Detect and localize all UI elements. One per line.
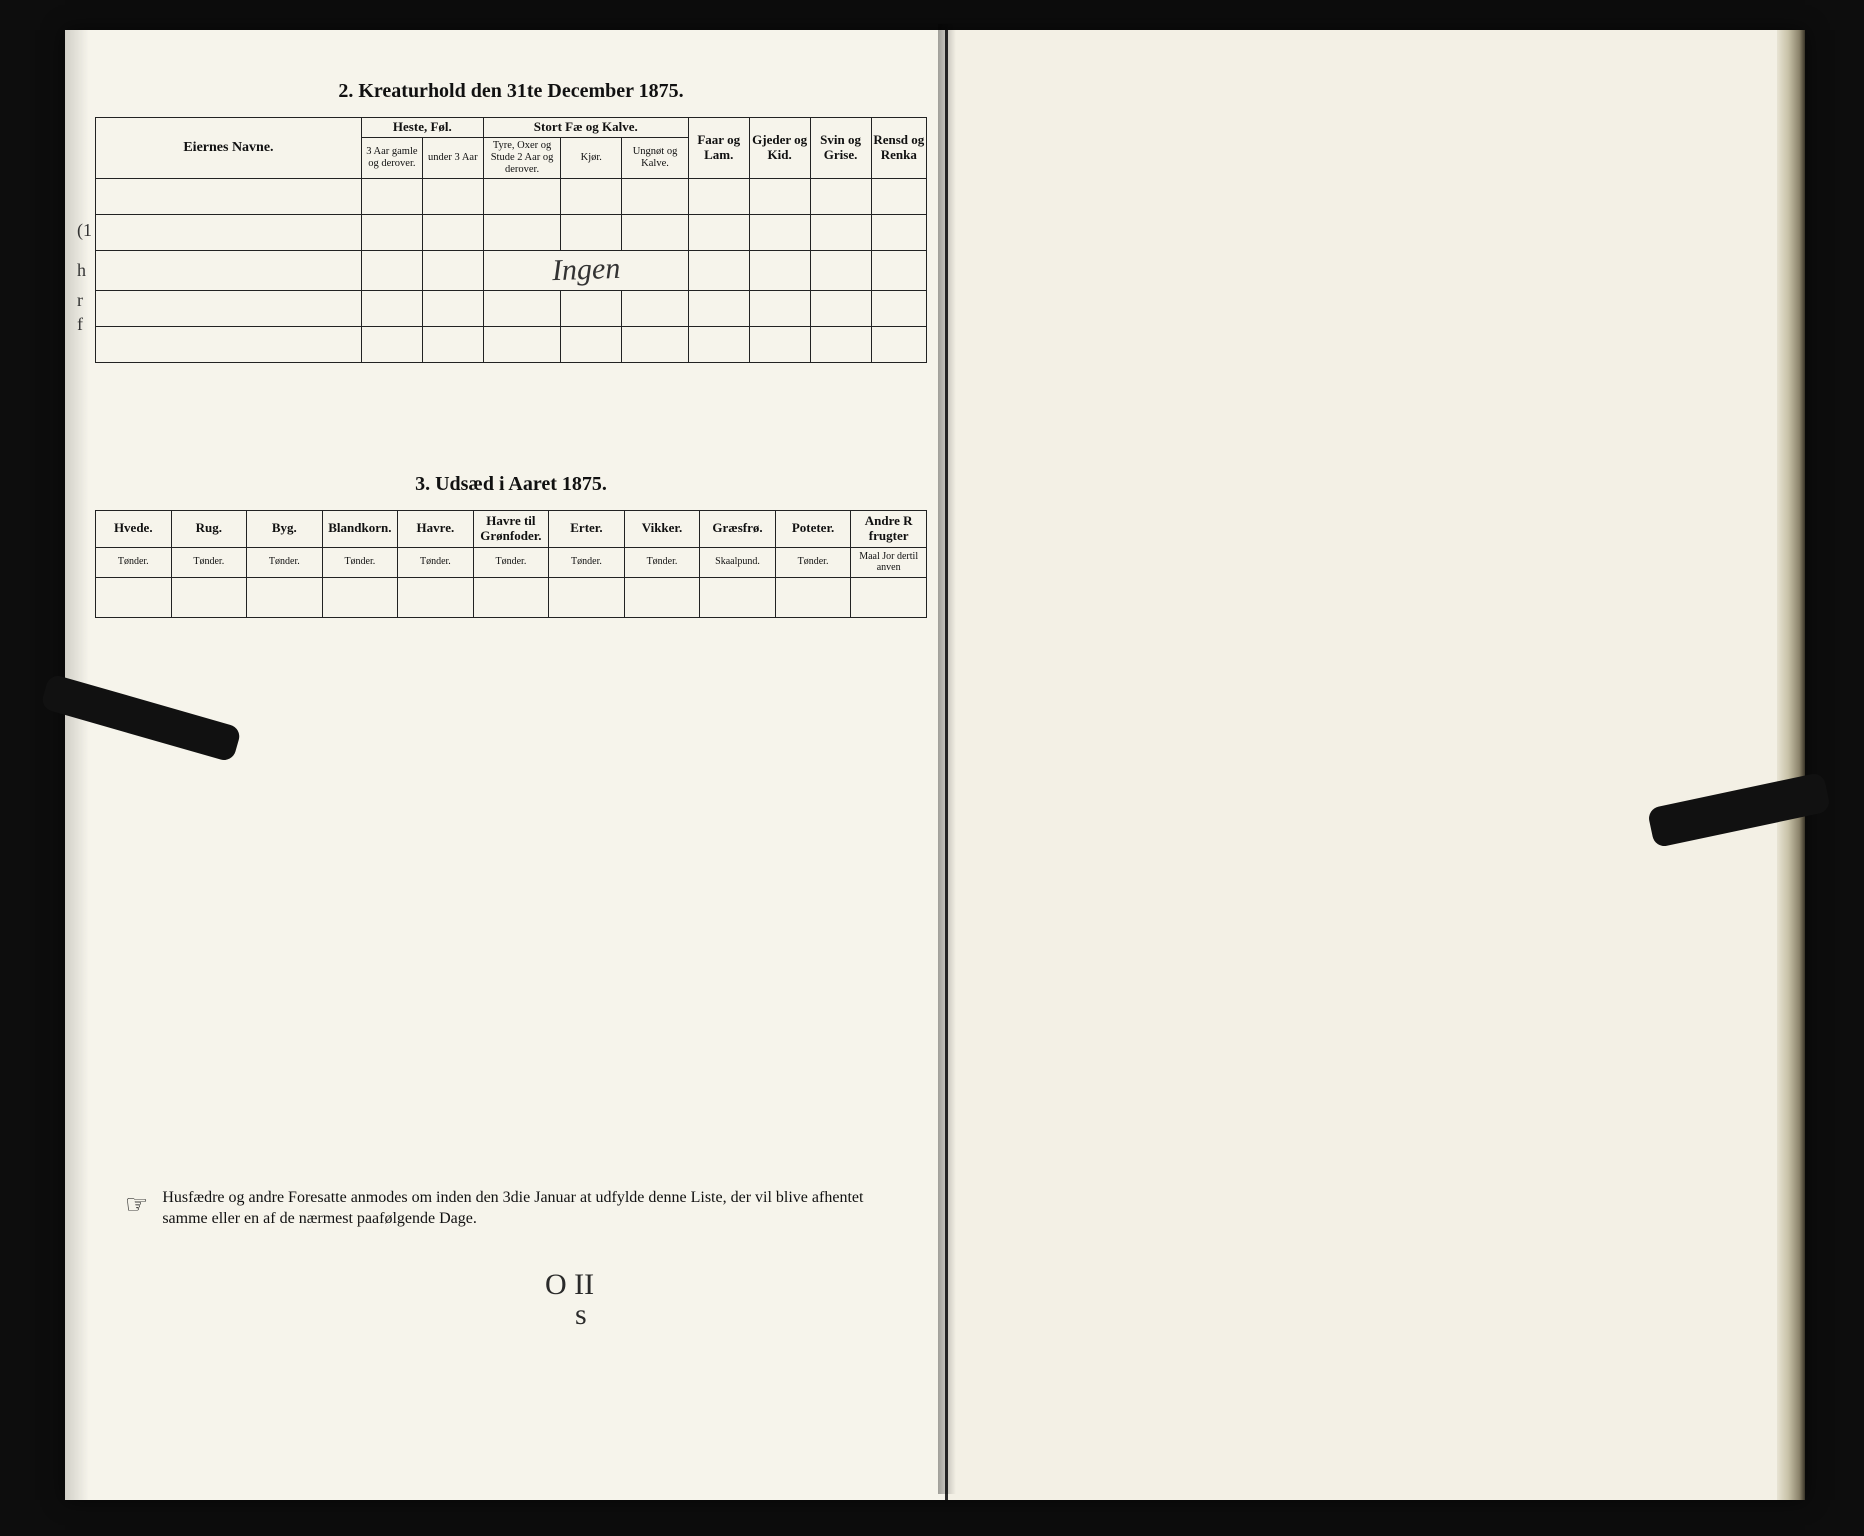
col-havre: Havre. xyxy=(398,510,474,547)
t2-header-row: Hvede. Rug. Byg. Blandkorn. Havre. Havre… xyxy=(96,510,927,547)
unit-blandkorn: Tønder. xyxy=(322,547,398,577)
unit-andre: Maal Jor dertil anven xyxy=(851,547,927,577)
table-row xyxy=(96,215,927,251)
signature-cell: Ingen xyxy=(483,251,688,291)
kreaturhold-table: Eiernes Navne. Heste, Føl. Stort Fæ og K… xyxy=(95,117,927,363)
colgroup-fae: Stort Fæ og Kalve. xyxy=(483,118,688,138)
col-heste-under3: under 3 Aar xyxy=(422,137,483,178)
col-fae-kjor: Kjør. xyxy=(561,137,622,178)
handwritten-line2: s xyxy=(575,1300,594,1330)
t2-unit-row: Tønder. Tønder. Tønder. Tønder. Tønder. … xyxy=(96,547,927,577)
book-spread: (1 h r f 2. Kreaturhold den 31te Decembe… xyxy=(65,30,1805,1500)
right-page xyxy=(945,30,1805,1500)
unit-poteter: Tønder. xyxy=(775,547,851,577)
unit-havre: Tønder. xyxy=(398,547,474,577)
udsaed-table: Hvede. Rug. Byg. Blandkorn. Havre. Havre… xyxy=(95,510,927,618)
section-2-title: 2. Kreaturhold den 31te December 1875. xyxy=(95,80,927,103)
section-3-title: 3. Udsæd i Aaret 1875. xyxy=(95,473,927,496)
col-faar: Faar og Lam. xyxy=(688,118,749,179)
col-byg: Byg. xyxy=(247,510,323,547)
unit-rug: Tønder. xyxy=(171,547,247,577)
unit-graesfro: Skaalpund. xyxy=(700,547,776,577)
unit-erter: Tønder. xyxy=(549,547,625,577)
col-svin: Svin og Grise. xyxy=(810,118,871,179)
pointing-hand-icon: ☞ xyxy=(125,1187,148,1222)
unit-vikker: Tønder. xyxy=(624,547,700,577)
col-fae-tyre: Tyre, Oxer og Stude 2 Aar og derover. xyxy=(483,137,561,178)
page-left-shadow xyxy=(65,30,89,1500)
unit-hvede: Tønder. xyxy=(96,547,172,577)
margin-tick: f xyxy=(77,314,83,335)
handwritten-line1: O II xyxy=(545,1270,594,1300)
table-row xyxy=(96,326,927,362)
col-rensdyr: Rensd og Renka xyxy=(871,118,926,179)
col-erter: Erter. xyxy=(549,510,625,547)
col-hvede: Hvede. xyxy=(96,510,172,547)
unit-havre-gronfoder: Tønder. xyxy=(473,547,549,577)
table-row xyxy=(96,577,927,617)
margin-tick: r xyxy=(77,290,83,311)
col-fae-ungnot: Ungnøt og Kalve. xyxy=(622,137,688,178)
unit-byg: Tønder. xyxy=(247,547,323,577)
table-row xyxy=(96,290,927,326)
footnote: ☞ Husfædre og andre Foresatte anmodes om… xyxy=(125,1187,905,1230)
margin-tick: h xyxy=(77,260,86,281)
footnote-text: Husfædre og andre Foresatte anmodes om i… xyxy=(162,1187,882,1230)
table-row: Ingen xyxy=(96,251,927,291)
col-poteter: Poteter. xyxy=(775,510,851,547)
col-blandkorn: Blandkorn. xyxy=(322,510,398,547)
book-page-edges xyxy=(1777,30,1805,1500)
col-gjeder: Gjeder og Kid. xyxy=(749,118,810,179)
handwritten-page-mark: O II s xyxy=(545,1270,594,1330)
table-row xyxy=(96,179,927,215)
left-page: (1 h r f 2. Kreaturhold den 31te Decembe… xyxy=(65,30,945,1500)
handwritten-signature: Ingen xyxy=(551,252,620,289)
colgroup-heste: Heste, Føl. xyxy=(361,118,483,138)
col-andre: Andre R frugter xyxy=(851,510,927,547)
col-havre-gronfoder: Havre til Grønfoder. xyxy=(473,510,549,547)
col-eiernes-navne: Eiernes Navne. xyxy=(96,118,362,179)
col-rug: Rug. xyxy=(171,510,247,547)
col-vikker: Vikker. xyxy=(624,510,700,547)
col-heste-3aar: 3 Aar gamle og derover. xyxy=(361,137,422,178)
col-graesfro: Græsfrø. xyxy=(700,510,776,547)
margin-tick: (1 xyxy=(77,220,92,241)
